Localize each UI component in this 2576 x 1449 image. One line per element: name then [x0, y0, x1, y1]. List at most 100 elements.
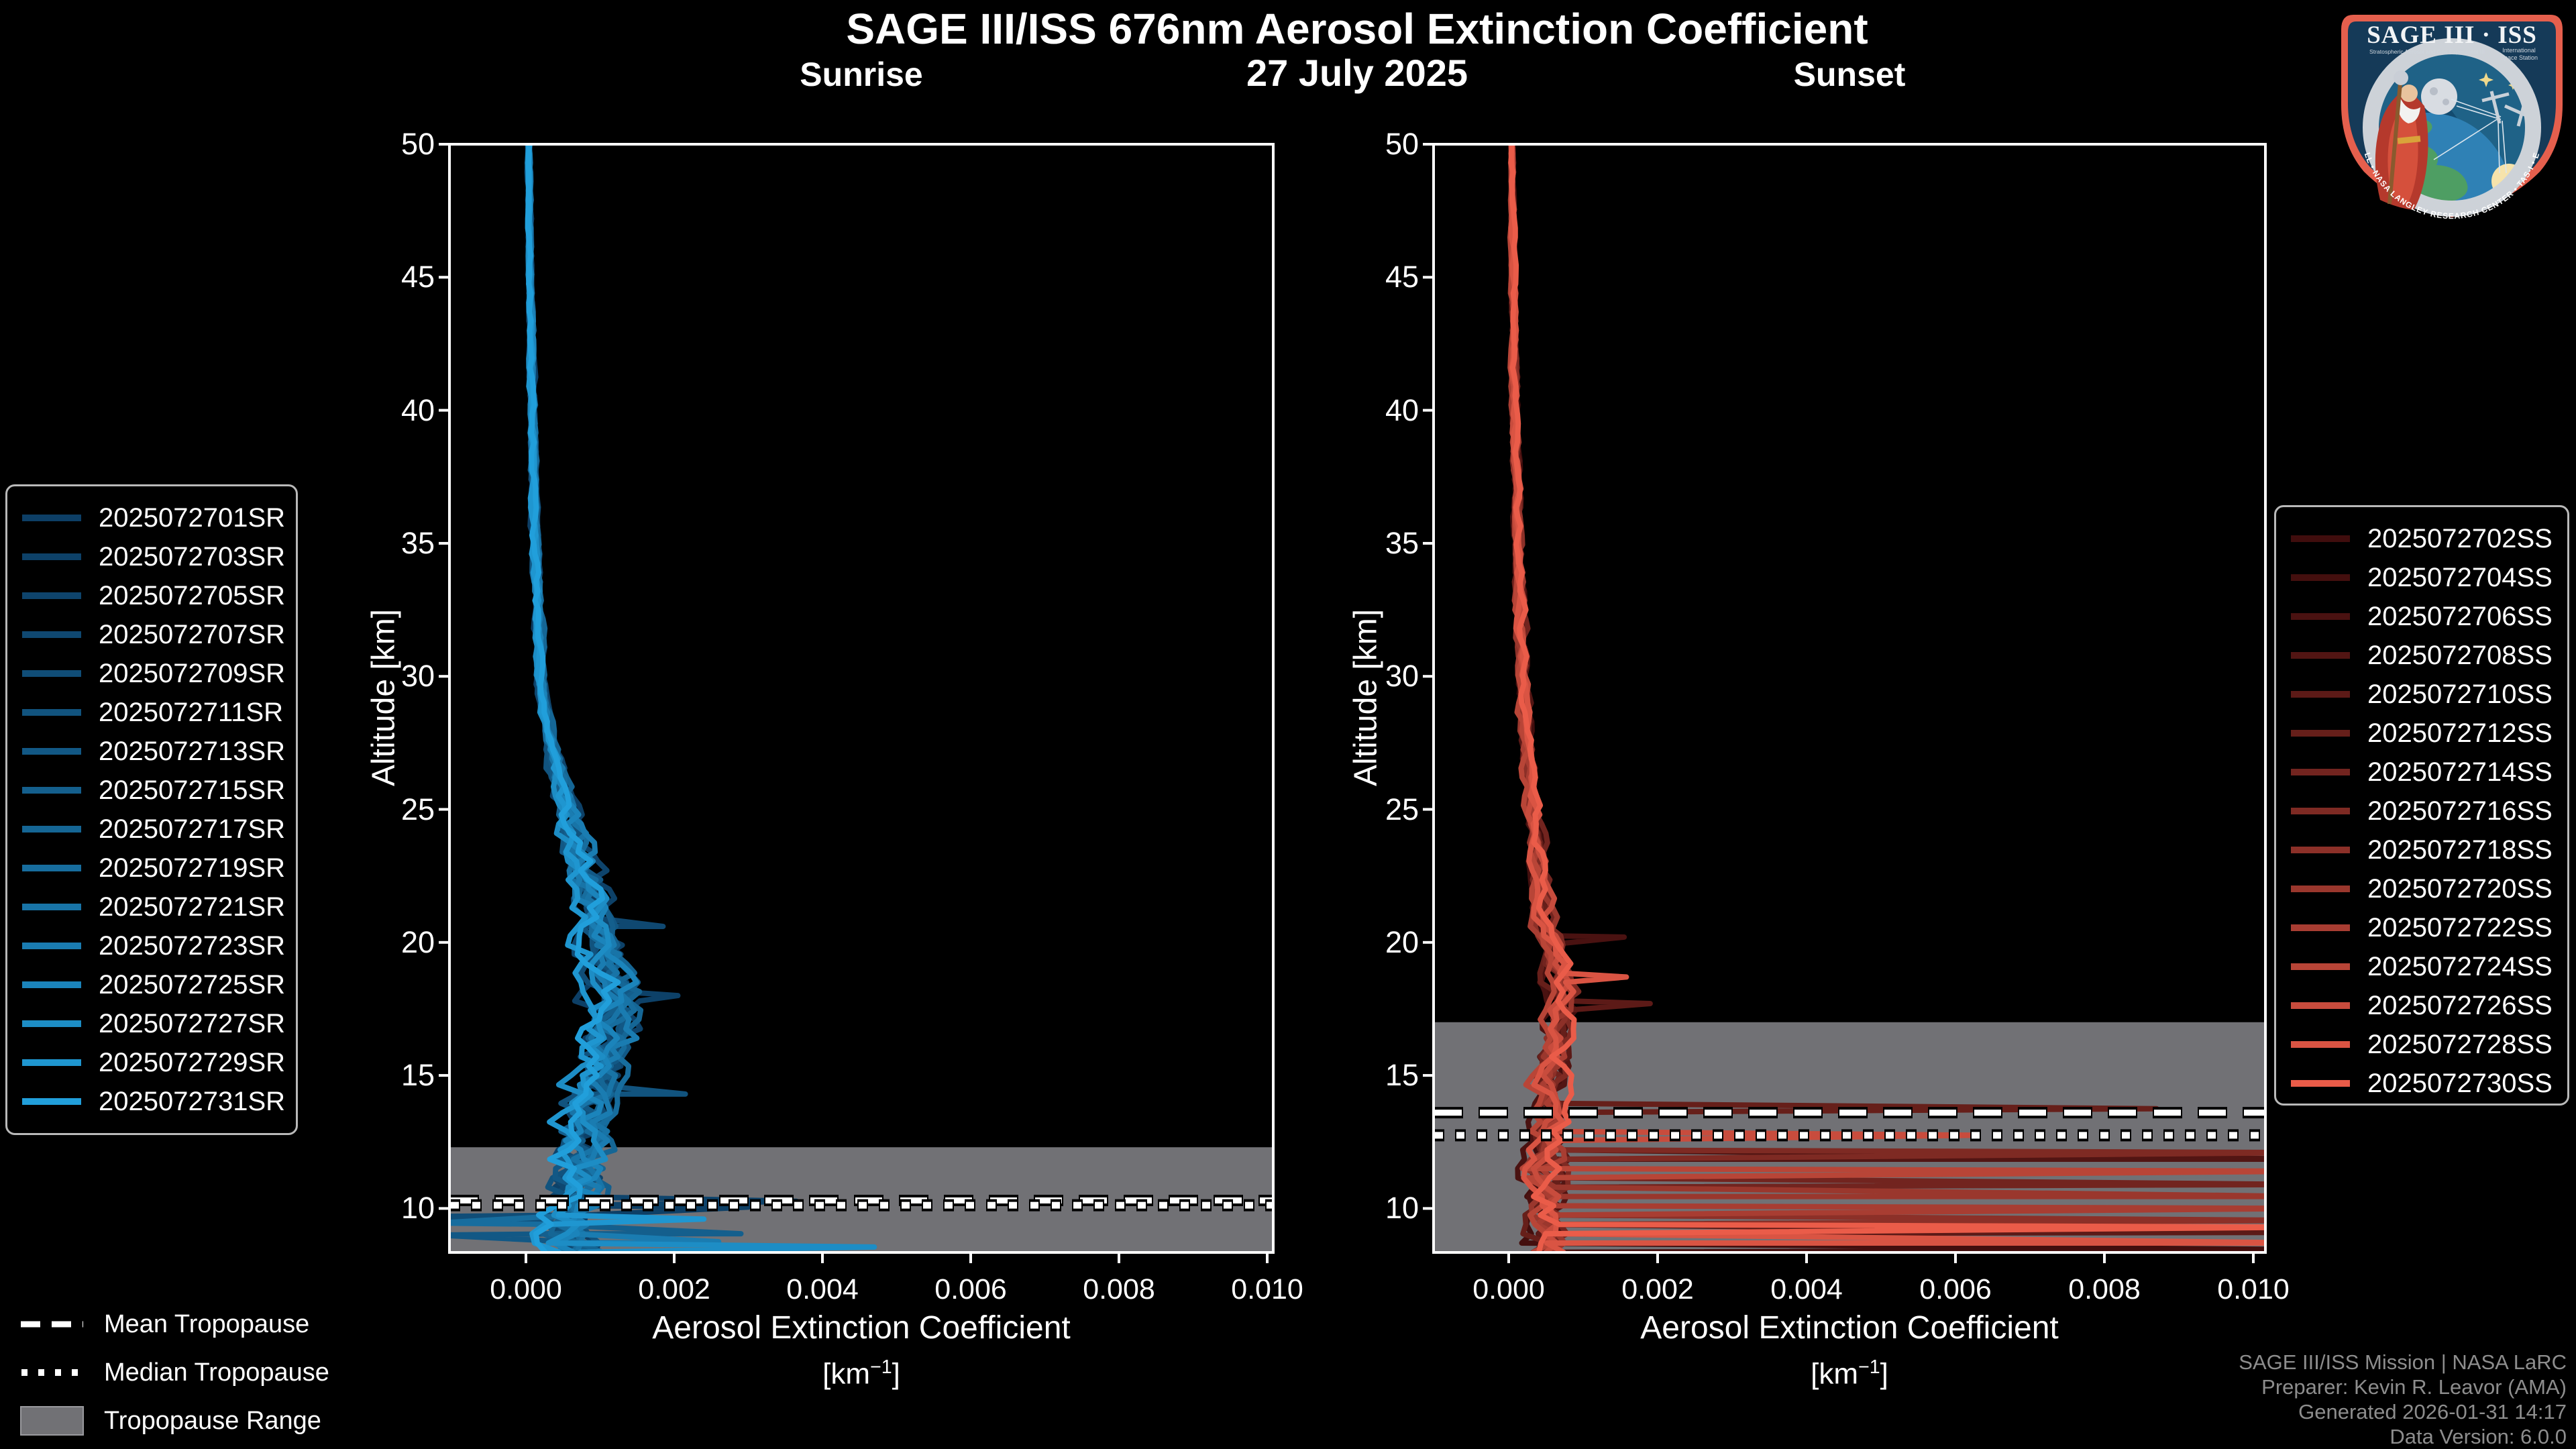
legend-line-icon — [2291, 730, 2350, 737]
legend-event-label: 2025072726SS — [2367, 990, 2553, 1020]
legend-row: 2025072713SR — [7, 732, 296, 771]
median-tropopause-label: Median Tropopause — [104, 1358, 329, 1387]
legend-row: 2025072710SS — [2276, 675, 2567, 714]
xtick-label-sunrise: 0.006 — [934, 1273, 1007, 1305]
legend-event-label: 2025072717SR — [99, 814, 286, 844]
ytick-label-sunrise: 30 — [400, 659, 435, 694]
legend-line-icon — [22, 826, 81, 833]
panel-sunset — [1434, 144, 2265, 1252]
ytick-label-sunset: 25 — [1385, 792, 1419, 826]
legend-line-icon — [22, 592, 81, 599]
legend-line-icon — [22, 709, 81, 716]
logo-moon — [2421, 78, 2457, 115]
legend-row: 2025072728SS — [2276, 1025, 2567, 1064]
mean-tropopause-label: Mean Tropopause — [104, 1309, 310, 1338]
legend-row: 2025072722SS — [2276, 908, 2567, 947]
ylabel-sunset: Altitude [km] — [1348, 608, 1384, 787]
footer-preparer: Preparer: Kevin R. Leavor (AMA) — [2261, 1375, 2567, 1399]
tropopause-range-patch-icon — [20, 1406, 84, 1436]
legend-line-icon — [22, 865, 81, 871]
legend-row: 2025072717SR — [7, 810, 296, 849]
xtick-label-sunset: 0.004 — [1770, 1273, 1843, 1305]
legend-event-label: 2025072711SR — [99, 697, 284, 727]
legend-event-label: 2025072722SS — [2367, 912, 2553, 943]
legend-line-icon — [22, 943, 81, 949]
legend-row: 2025072707SR — [7, 615, 296, 654]
legend-sunset: 2025072702SS 2025072704SS 2025072706SS 2025… — [2274, 505, 2569, 1106]
legend-row: 2025072704SS — [2276, 558, 2567, 597]
ytick-label-sunset: 40 — [1385, 392, 1419, 427]
legend-row: 2025072712SS — [2276, 714, 2567, 753]
legend-line-icon — [2291, 535, 2350, 542]
legend-event-label: 2025072705SR — [99, 580, 286, 610]
panel-title-sunrise: Sunrise — [800, 56, 923, 93]
footer-data-version: Data Version: 6.0.0 — [2390, 1425, 2567, 1448]
logo-subtitle-right-1: International — [2502, 47, 2536, 54]
logo-moon-crater — [2430, 87, 2438, 95]
legend-row: 2025072729SR — [7, 1043, 296, 1082]
legend-row: 2025072709SR — [7, 654, 296, 693]
legend-line-icon — [22, 1020, 81, 1027]
footer-mission: SAGE III/ISS Mission | NASA LaRC — [2239, 1350, 2567, 1374]
legend-event-label: 2025072725SR — [99, 969, 286, 1000]
legend-event-label: 2025072703SR — [99, 541, 286, 572]
legend-line-icon — [2291, 1002, 2350, 1009]
legend-row: 2025072706SS — [2276, 597, 2567, 636]
legend-line-icon — [22, 787, 81, 794]
legend-row: 2025072724SS — [2276, 947, 2567, 986]
legend-line-icon — [22, 515, 81, 521]
tropopause-legend: Mean Tropopause Median Tropopause Tropop… — [0, 1300, 329, 1445]
legend-event-label: 2025072714SS — [2367, 757, 2553, 787]
xtick-label-sunset: 0.002 — [1621, 1273, 1694, 1305]
legend-line-icon — [2291, 691, 2350, 698]
figure-date: 27 July 2025 — [1246, 52, 1468, 94]
legend-line-icon — [2291, 613, 2350, 620]
legend-line-icon — [2291, 847, 2350, 853]
ytick-label-sunrise: 25 — [400, 792, 435, 826]
legend-line-icon — [22, 904, 81, 910]
sage-iss-logo: SAGE III · ISS Stratospheric Aerosol and… — [2333, 5, 2563, 221]
axes-spines-sunrise — [448, 143, 1275, 1254]
legend-event-label: 2025072729SR — [99, 1047, 286, 1077]
legend-event-label: 2025072723SR — [99, 930, 286, 961]
tropopause-legend-range-row: Tropopause Range — [0, 1397, 329, 1445]
legend-line-icon — [22, 1059, 81, 1066]
legend-event-label: 2025072702SS — [2367, 523, 2553, 553]
xtick-label-sunset: 0.008 — [2068, 1273, 2141, 1305]
tropopause-range-label: Tropopause Range — [104, 1406, 321, 1435]
legend-event-label: 2025072721SR — [99, 892, 286, 922]
legend-event-label: 2025072715SR — [99, 775, 286, 805]
legend-line-icon — [22, 748, 81, 755]
ytick-label-sunset: 30 — [1385, 659, 1419, 694]
ytick-label-sunrise: 45 — [400, 260, 435, 294]
legend-row: 2025072718SS — [2276, 830, 2567, 869]
legend-event-label: 2025072716SS — [2367, 796, 2553, 826]
logo-father-time — [2375, 70, 2428, 210]
legend-row: 2025072703SR — [7, 537, 296, 576]
legend-line-icon — [2291, 574, 2350, 581]
legend-row: 2025072727SR — [7, 1004, 296, 1043]
ytick-label-sunrise: 20 — [400, 924, 435, 959]
xunit-sunrise: [km−1] — [822, 1356, 900, 1391]
xtick-label-sunset: 0.006 — [1919, 1273, 1992, 1305]
legend-line-icon — [22, 981, 81, 988]
legend-line-icon — [2291, 652, 2350, 659]
ytick-label-sunset: 35 — [1385, 525, 1419, 560]
logo-ring — [2363, 38, 2541, 217]
xtick-label-sunrise: 0.000 — [490, 1273, 562, 1305]
mean-tropopause-dash-icon — [20, 1319, 84, 1330]
legend-row: 2025072731SR — [7, 1082, 296, 1121]
legend-line-icon — [2291, 1041, 2350, 1048]
legend-event-label: 2025072713SR — [99, 736, 286, 766]
legend-event-label: 2025072710SS — [2367, 679, 2553, 709]
ytick-label-sunrise: 35 — [400, 525, 435, 560]
legend-row: 2025072726SS — [2276, 986, 2567, 1025]
legend-row: 2025072725SR — [7, 965, 296, 1004]
ytick-label-sunset: 15 — [1385, 1058, 1419, 1093]
legend-event-label: 2025072704SS — [2367, 562, 2553, 592]
ytick-label-sunrise: 10 — [400, 1191, 435, 1226]
xtick-label-sunrise: 0.010 — [1231, 1273, 1303, 1305]
logo-title: SAGE III · ISS — [2367, 21, 2537, 49]
